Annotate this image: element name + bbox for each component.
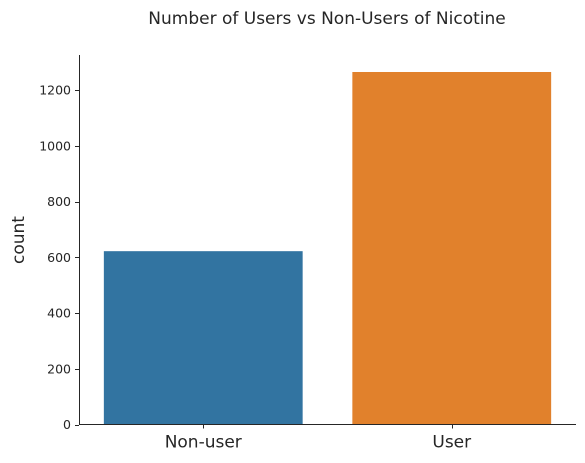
- y-tick-label: 600: [47, 250, 71, 265]
- x-axis: Non-user User: [165, 424, 471, 453]
- x-tick-label: Non-user: [165, 433, 242, 453]
- x-tick-label: User: [432, 433, 471, 453]
- bar-non-user: [103, 251, 303, 425]
- y-axis-label: count: [9, 216, 29, 264]
- y-tick-label: 1000: [39, 138, 71, 153]
- chart-title: Number of Users vs Non-Users of Nicotine: [148, 9, 505, 29]
- y-axis: 0 200 400 600 800 1000 1200: [39, 83, 79, 432]
- y-tick-label: 400: [47, 306, 71, 321]
- bar-user: [352, 71, 552, 425]
- y-tick-label: 200: [47, 361, 71, 376]
- y-tick-label: 800: [47, 194, 71, 209]
- bars-group: [103, 71, 552, 425]
- y-tick-label: 1200: [39, 83, 71, 98]
- y-tick-label: 0: [63, 417, 71, 432]
